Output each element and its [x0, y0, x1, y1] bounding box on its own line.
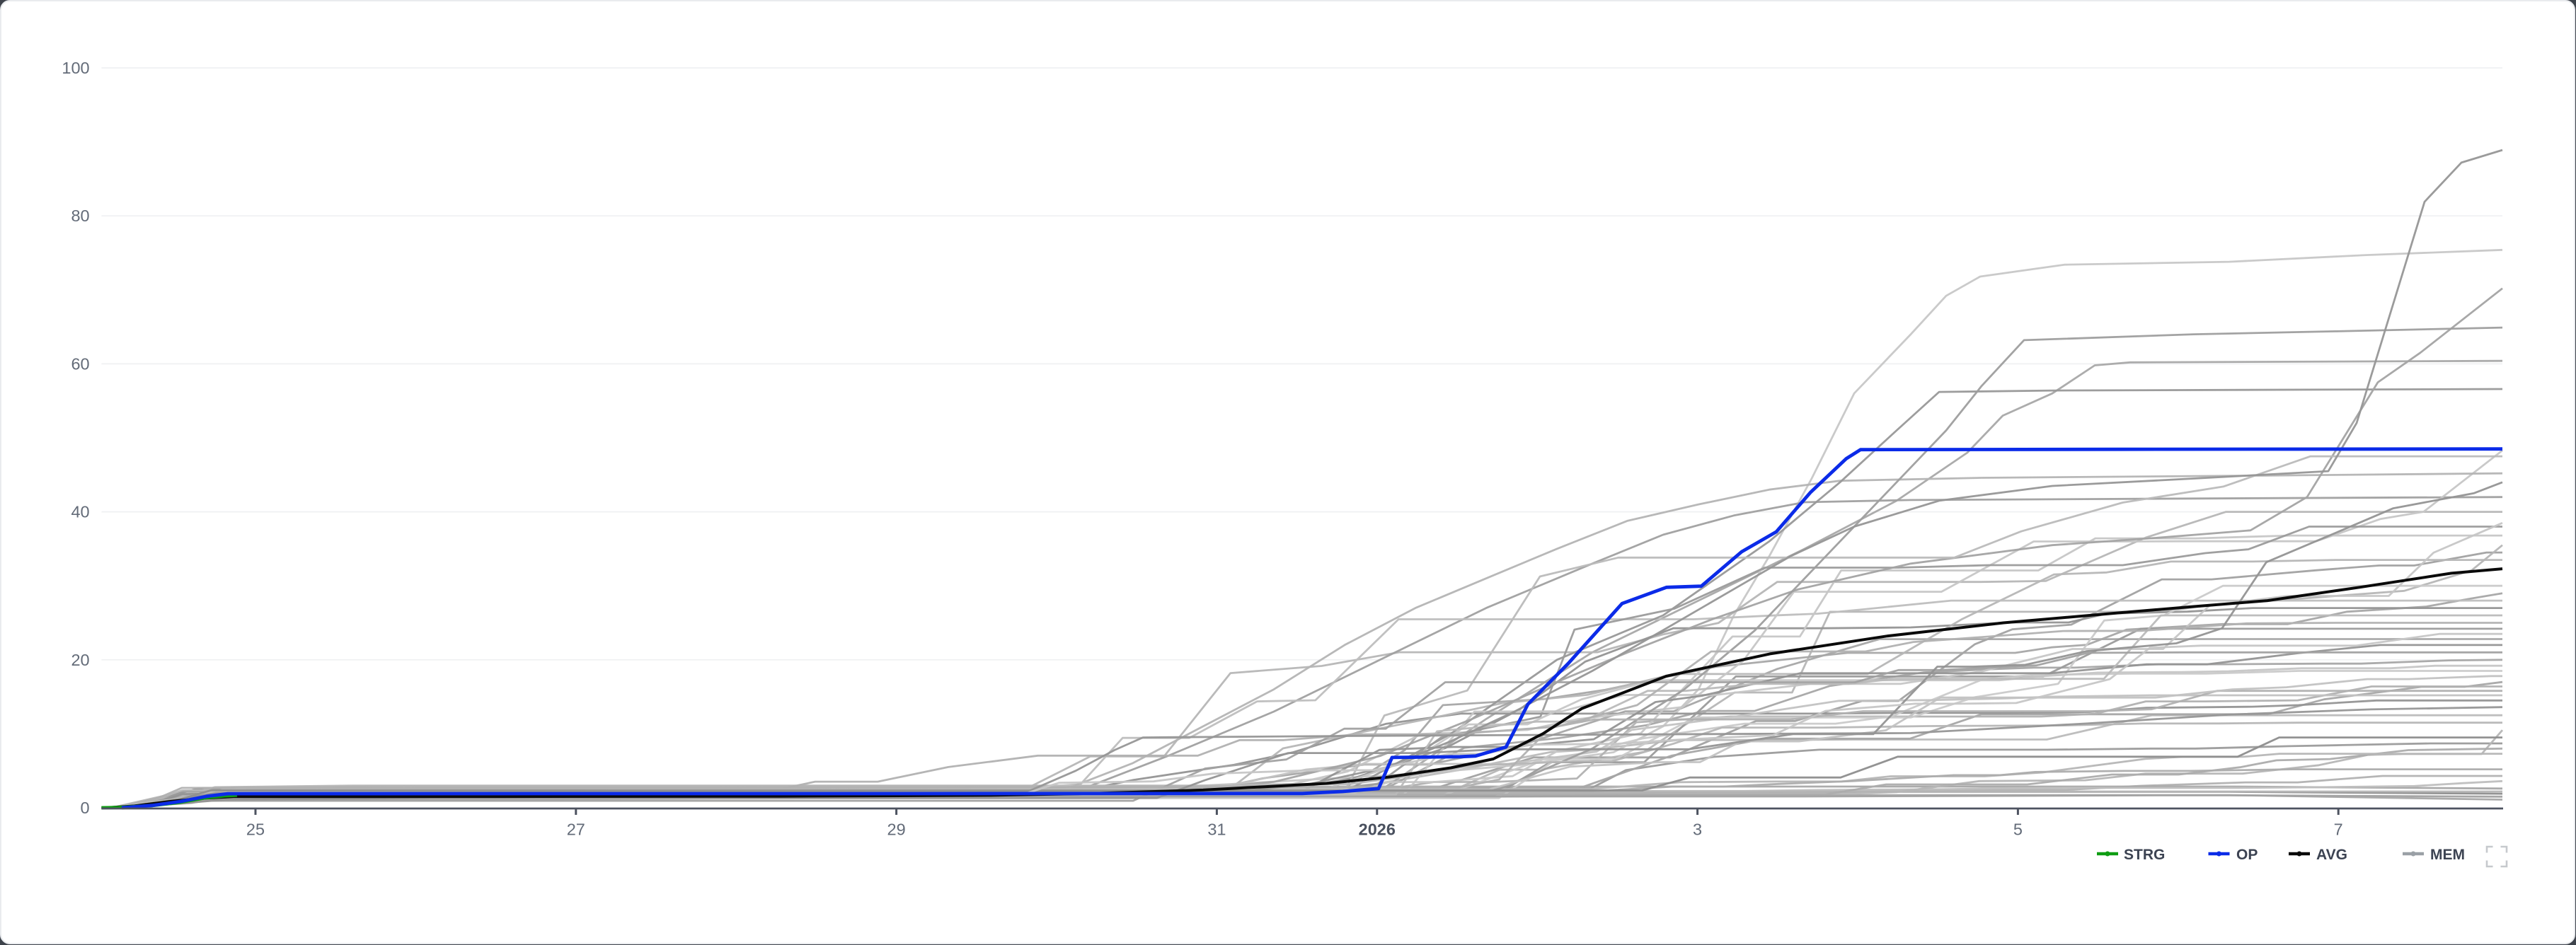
- svg-text:3: 3: [1693, 821, 1702, 839]
- svg-text:60: 60: [71, 354, 89, 373]
- svg-text:31: 31: [1207, 821, 1226, 839]
- svg-text:OP: OP: [2236, 847, 2258, 863]
- svg-text:27: 27: [567, 821, 585, 839]
- svg-text:2026: 2026: [1359, 821, 1396, 839]
- svg-text:MEM: MEM: [2430, 847, 2465, 863]
- svg-text:40: 40: [71, 503, 89, 521]
- svg-text:7: 7: [2334, 821, 2343, 839]
- svg-text:80: 80: [71, 207, 89, 225]
- svg-text:0: 0: [81, 799, 90, 817]
- svg-text:AVG: AVG: [2316, 847, 2347, 863]
- svg-text:25: 25: [246, 821, 265, 839]
- svg-text:100: 100: [62, 59, 89, 77]
- svg-text:5: 5: [2013, 821, 2023, 839]
- svg-text:29: 29: [887, 821, 906, 839]
- svg-text:20: 20: [71, 651, 89, 669]
- svg-text:STRG: STRG: [2124, 847, 2165, 863]
